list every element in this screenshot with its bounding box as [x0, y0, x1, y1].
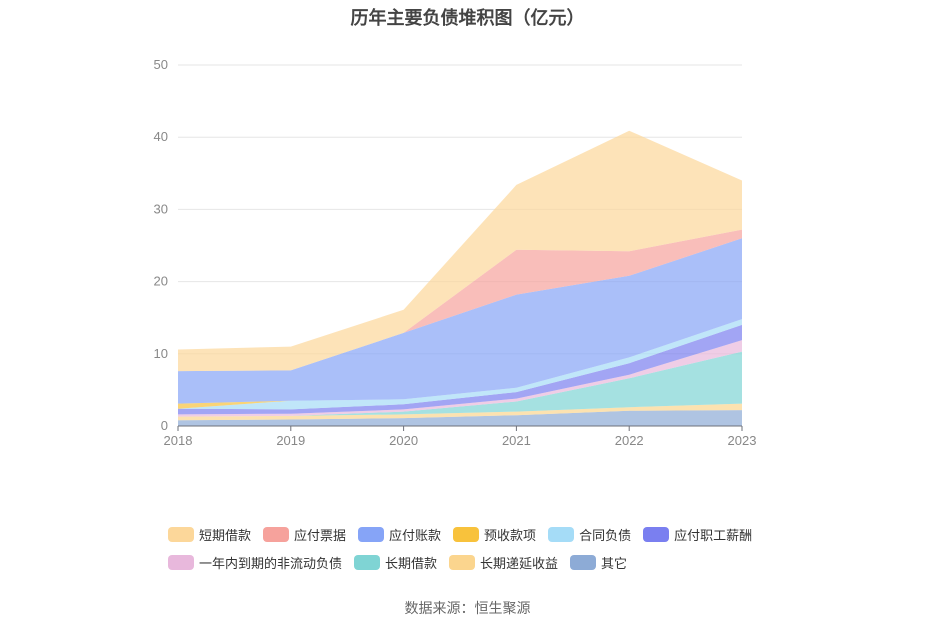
legend-label: 合同负债	[579, 527, 632, 543]
y-tick-label: 30	[154, 201, 168, 216]
legend-item[interactable]: 一年内到期的非流动负债	[168, 553, 342, 572]
legend-item[interactable]: 应付职工薪酬	[643, 525, 752, 544]
area-series	[178, 410, 742, 426]
legend-row: 短期借款 应付票据 应付账款 预收款项 合同负债 应付职工薪酬	[168, 520, 808, 548]
x-tick-label: 2020	[389, 433, 418, 448]
legend-item[interactable]: 其它	[570, 553, 627, 572]
y-tick-label: 40	[154, 129, 168, 144]
legend-swatch	[168, 554, 194, 570]
legend-item[interactable]: 应付票据	[263, 525, 346, 544]
x-tick-label: 2018	[164, 433, 193, 448]
legend-swatch	[354, 554, 381, 570]
legend-swatch	[453, 526, 480, 542]
legend-swatch	[643, 526, 670, 542]
legend-label: 预收款项	[484, 527, 537, 543]
legend-swatch	[570, 554, 597, 570]
legend-label: 长期递延收益	[480, 555, 559, 571]
legend-item[interactable]: 应付账款	[358, 525, 441, 544]
area-series	[178, 229, 742, 372]
legend-label: 应付账款	[389, 527, 442, 543]
y-tick-label: 0	[161, 418, 168, 433]
legend-label: 短期借款	[199, 527, 252, 543]
legend-row: 一年内到期的非流动负债 长期借款 长期递延收益 其它	[168, 548, 808, 576]
legend-label: 应付职工薪酬	[674, 527, 753, 543]
legend-label: 长期借款	[385, 555, 438, 571]
legend-swatch	[449, 554, 476, 570]
y-tick-label: 10	[154, 346, 168, 361]
axes: 0 10 20 30 40 50 2018 2019 2020 2021 2022 2023	[154, 57, 757, 448]
legend-item[interactable]: 长期递延收益	[449, 553, 558, 572]
legend-item[interactable]: 预收款项	[453, 525, 536, 544]
legend-item[interactable]: 长期借款	[354, 553, 437, 572]
chart-title: 历年主要负债堆积图（亿元）	[350, 8, 585, 28]
area-series	[178, 238, 742, 404]
area-series	[178, 130, 742, 372]
x-tick-label: 2022	[615, 433, 644, 448]
legend-swatch	[358, 526, 385, 542]
y-tick-label: 50	[154, 57, 168, 72]
area-series	[178, 351, 742, 417]
legend-label: 其它	[601, 555, 628, 571]
area-series	[178, 403, 742, 421]
source-note: 数据来源：恒生聚源	[404, 600, 531, 616]
y-tick-label: 20	[154, 274, 168, 289]
legend-swatch	[548, 526, 575, 542]
x-tick-label: 2021	[502, 433, 531, 448]
legend: 短期借款 应付票据 应付账款 预收款项 合同负债 应付职工薪酬 一年内到期的非流动负债 长期…	[168, 520, 808, 576]
legend-swatch	[263, 526, 290, 542]
legend-label: 应付票据	[294, 527, 347, 543]
area-series	[178, 324, 742, 415]
x-tick-label: 2023	[728, 433, 757, 448]
legend-item[interactable]: 合同负债	[548, 525, 631, 544]
x-tick-label: 2019	[276, 433, 305, 448]
legend-item[interactable]: 短期借款	[168, 525, 251, 544]
legend-label: 一年内到期的非流动负债	[199, 555, 343, 571]
area-layer	[178, 130, 742, 426]
legend-swatch	[168, 526, 194, 542]
